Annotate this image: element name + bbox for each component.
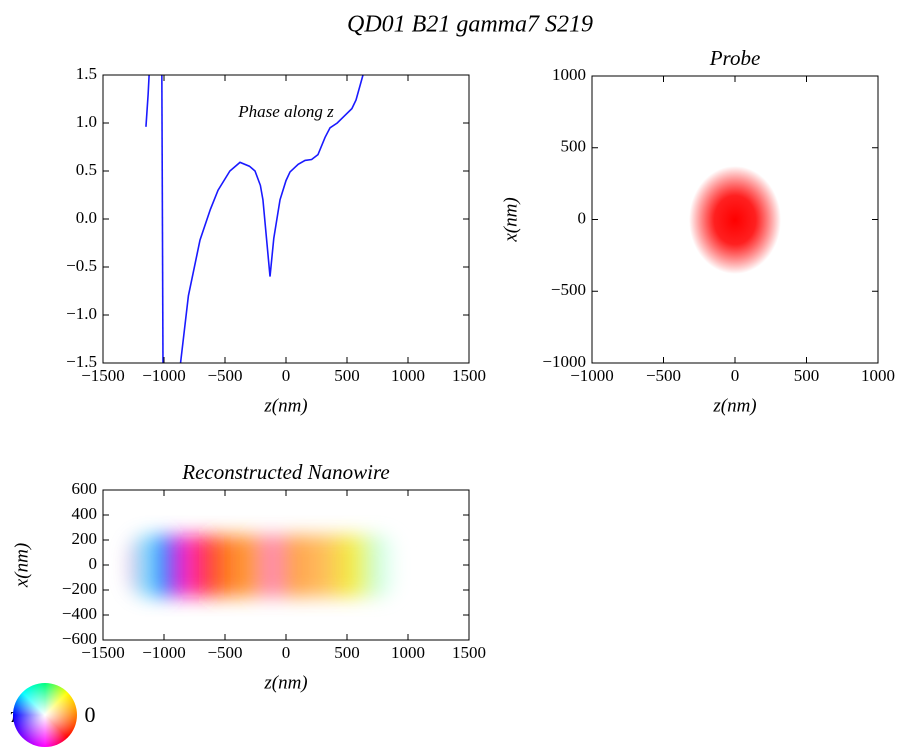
x-tick-label: −1000 — [142, 643, 186, 662]
x-axis-label: z(nm) — [263, 672, 307, 693]
line-series — [179, 75, 364, 363]
x-tick-label: −500 — [207, 643, 242, 662]
axes-title: Reconstructed Nanowire — [181, 460, 389, 484]
x-tick-label: −1500 — [81, 366, 125, 385]
y-tick-label: 0.0 — [76, 208, 97, 227]
x-tick-label: −500 — [207, 366, 242, 385]
y-tick-label: 500 — [561, 137, 587, 156]
y-tick-label: −200 — [62, 579, 97, 598]
x-tick-label: 500 — [334, 643, 360, 662]
colorwheel-right-label: 0 — [85, 702, 96, 727]
figure-title: QD01 B21 gamma7 S219 — [347, 12, 593, 38]
probe-image — [689, 166, 781, 274]
y-tick-label: 1000 — [552, 65, 586, 84]
x-tick-label: 0 — [731, 366, 740, 385]
y-tick-label: −1000 — [542, 352, 586, 371]
y-tick-label: −500 — [551, 280, 586, 299]
line-series — [145, 75, 150, 127]
y-tick-label: 200 — [72, 529, 98, 548]
y-tick-label: −1.5 — [66, 352, 97, 371]
axes-title: Probe — [709, 46, 761, 70]
y-tick-label: −1.0 — [66, 304, 97, 323]
annotation: Phase along z — [237, 102, 334, 121]
y-tick-label: 600 — [72, 479, 98, 498]
x-tick-label: 1500 — [452, 643, 486, 662]
y-tick-label: 1.5 — [76, 64, 97, 83]
x-tick-label: −500 — [646, 366, 681, 385]
x-tick-label: 0 — [282, 643, 291, 662]
x-axis-label: z(nm) — [712, 395, 756, 416]
x-tick-label: 500 — [794, 366, 820, 385]
x-tick-label: 1000 — [391, 643, 425, 662]
colorwheel — [13, 683, 77, 747]
x-tick-label: −1000 — [142, 366, 186, 385]
y-tick-label: 400 — [72, 504, 98, 523]
y-axis-label: x(nm) — [500, 197, 521, 242]
x-tick-label: 0 — [282, 366, 291, 385]
y-tick-label: 0.5 — [76, 160, 97, 179]
x-tick-label: −1500 — [81, 643, 125, 662]
x-tick-label: 1000 — [861, 366, 895, 385]
x-axis-label: z(nm) — [263, 395, 307, 416]
x-tick-label: 1000 — [391, 366, 425, 385]
y-tick-label: −400 — [62, 604, 97, 623]
line-series — [161, 75, 164, 363]
y-tick-label: −0.5 — [66, 256, 97, 275]
x-tick-label: 1500 — [452, 366, 486, 385]
probe-blob — [689, 166, 781, 274]
nanowire-strip — [128, 535, 398, 597]
nanowire-image — [128, 535, 398, 597]
y-tick-label: 0 — [578, 208, 587, 227]
y-tick-label: 0 — [89, 554, 98, 573]
y-axis-label: x(nm) — [11, 543, 32, 588]
x-tick-label: 500 — [334, 366, 360, 385]
y-tick-label: 1.0 — [76, 112, 97, 131]
x-tick-label: −1000 — [570, 366, 614, 385]
y-tick-label: −600 — [62, 629, 97, 648]
